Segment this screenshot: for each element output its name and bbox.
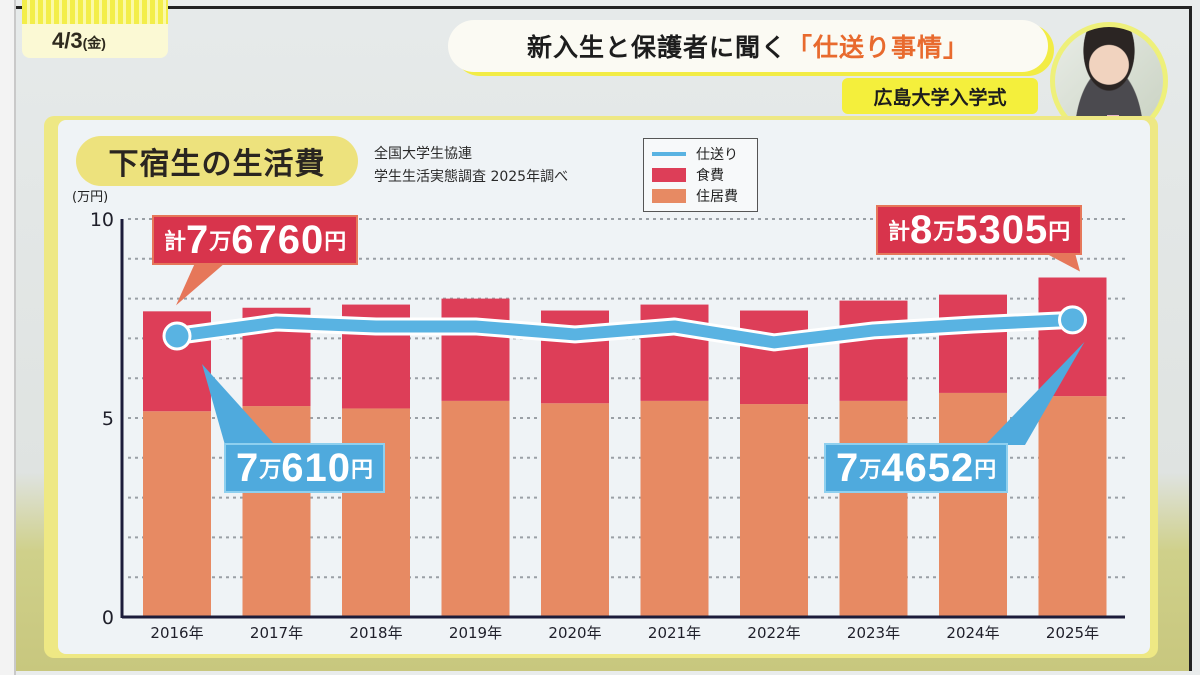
callout-rest: 6760 <box>231 217 325 262</box>
x-tick-label: 2023年 <box>847 624 900 642</box>
date-value: 4/3 <box>52 28 83 53</box>
x-tick-label: 2025年 <box>1046 624 1099 642</box>
date-text: 4/3(金) <box>52 28 106 54</box>
legend-label: 仕送り <box>696 146 738 163</box>
callout-pointer-allowance-2025 <box>985 341 1085 445</box>
allowance-line <box>176 313 1073 349</box>
callout-man: 8 <box>910 207 934 252</box>
allowance-endpoint-marker <box>162 321 192 351</box>
legend-label: 食費 <box>696 167 724 184</box>
callout-man: 7 <box>236 445 260 490</box>
headline-prefix: 新入生と保護者に聞く <box>526 33 787 62</box>
callout-rest: 5305 <box>955 207 1049 252</box>
x-tick-label: 2020年 <box>548 624 601 642</box>
date-badge-stripes <box>22 0 168 24</box>
chart-legend: 仕送り 食費 住居費 <box>643 138 758 212</box>
source-line-1: 全国大学生協連 <box>374 146 472 162</box>
headline-banner: 新入生と保護者に聞く 「仕送り事情」 <box>448 20 1048 72</box>
callout-pointer-total-2025 <box>1045 253 1080 272</box>
bar-housing <box>939 392 1007 617</box>
bar-food <box>1038 277 1107 397</box>
callout-man: 7 <box>836 445 860 490</box>
bar-food <box>939 294 1007 393</box>
x-tick-label: 2019年 <box>449 624 502 642</box>
legend-swatch-food <box>652 167 686 182</box>
source-line-2: 学生生活実態調査 2025年調べ <box>374 169 569 185</box>
callout-rest: 4652 <box>881 445 975 490</box>
bar-food <box>839 300 908 401</box>
callout-pointer-total-2016 <box>176 263 225 306</box>
subhead-banner: 広島大学入学式 <box>842 78 1038 114</box>
x-tick-label: 2017年 <box>250 624 303 642</box>
legend-item-food: 食費 <box>652 164 749 185</box>
legend-swatch-allowance <box>652 151 686 156</box>
x-tick-label: 2016年 <box>150 624 203 642</box>
allowance-callout-2016: 7 万 610 円 <box>224 443 386 493</box>
legend-swatch-housing <box>652 188 686 203</box>
bar-food <box>441 298 510 401</box>
bar-housing <box>1038 396 1107 617</box>
callout-yen: 円 <box>324 229 347 254</box>
chart-title: 下宿生の生活費 <box>76 136 358 186</box>
callout-man: 7 <box>186 217 210 262</box>
legend-label: 住居費 <box>696 188 738 205</box>
x-tick-label: 2018年 <box>349 624 402 642</box>
bar-housing <box>640 400 709 617</box>
bar-housing <box>441 400 510 617</box>
callout-yen: 円 <box>351 457 374 482</box>
y-tick-label: 5 <box>102 408 114 430</box>
bar-food <box>740 310 808 405</box>
callout-man-unit: 万 <box>933 219 956 244</box>
callout-man-unit: 万 <box>209 229 232 254</box>
bar-housing <box>740 404 808 617</box>
allowance-endpoint-marker <box>1058 305 1087 335</box>
allowance-callout-2025: 7 万 4652 円 <box>824 443 1009 493</box>
date-badge: 4/3(金) <box>22 0 168 58</box>
bar-housing <box>541 403 609 617</box>
x-tick-label: 2021年 <box>648 624 701 642</box>
callout-prefix: 計 <box>164 229 187 254</box>
x-tick-label: 2024年 <box>946 624 999 642</box>
left-frame-strip <box>0 0 16 675</box>
callout-yen: 円 <box>1048 219 1071 244</box>
callout-rest: 610 <box>281 445 352 490</box>
x-tick-label: 2022年 <box>747 624 800 642</box>
bar-housing <box>143 411 211 617</box>
bar-housing <box>342 408 410 617</box>
callout-yen: 円 <box>974 457 997 482</box>
chart-source: 全国大学生協連 学生生活実態調査 2025年調べ <box>374 143 568 189</box>
callout-prefix: 計 <box>888 219 911 244</box>
callout-man-unit: 万 <box>859 457 882 482</box>
callout-man-unit: 万 <box>259 457 282 482</box>
y-tick-label: 0 <box>102 607 114 629</box>
total-callout-2016: 計 7 万 6760 円 <box>152 215 359 265</box>
y-axis-unit: (万円) <box>72 190 109 205</box>
headline-accent: 「仕送り事情」 <box>787 33 970 62</box>
legend-item-allowance: 仕送り <box>652 143 749 164</box>
legend-item-housing: 住居費 <box>652 185 749 206</box>
callout-pointer-allowance-2016 <box>202 363 275 445</box>
y-tick-label: 10 <box>90 209 114 231</box>
day-of-week: (金) <box>82 35 106 51</box>
total-callout-2025: 計 8 万 5305 円 <box>876 205 1083 255</box>
bar-housing <box>839 400 908 617</box>
